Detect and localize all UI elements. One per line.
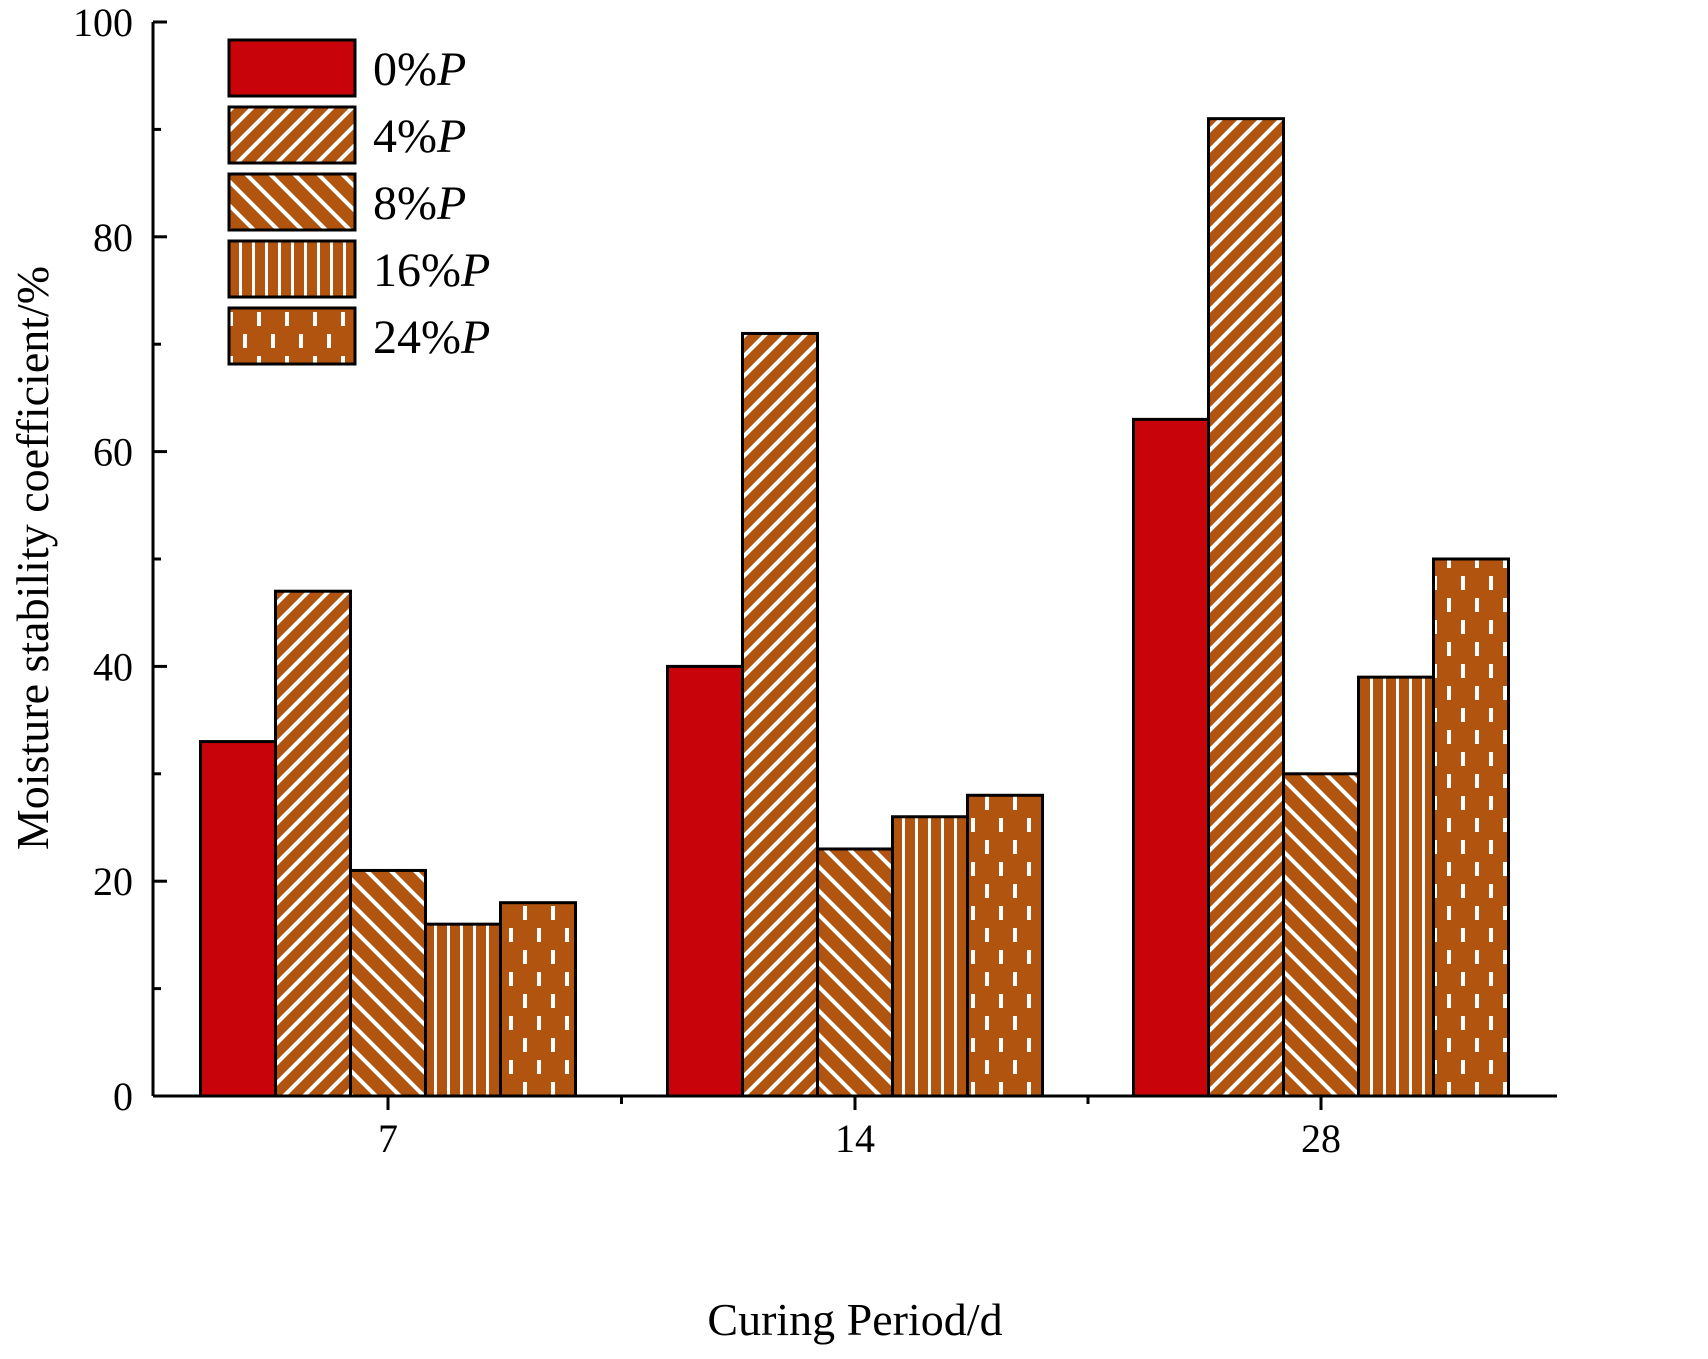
y-tick-label: 60 (93, 430, 133, 475)
x-tick-label: 7 (378, 1116, 398, 1161)
bar-0pct-28 (1132, 417, 1210, 1098)
bar-8pct-7 (349, 868, 427, 1098)
y-tick-label: 80 (93, 215, 133, 260)
legend-swatch-8pct (227, 172, 357, 232)
y-tick-label: 40 (93, 644, 133, 689)
axes: 0 20 40 60 80 100 7 14 28 (73, 0, 1557, 1161)
bar-4pct-28 (1207, 117, 1285, 1098)
bar-16pct-7 (424, 922, 502, 1098)
bar-24pct-28 (1432, 557, 1510, 1098)
bar-4pct-14 (741, 331, 819, 1098)
legend-swatch-0pct (227, 38, 357, 98)
y-tick-label: 20 (93, 859, 133, 904)
legend-label-8pct: 8%P (373, 177, 466, 230)
legend-swatch-24pct (227, 306, 357, 366)
plot-bars (199, 117, 1510, 1098)
legend-label-16pct: 16%P (373, 244, 490, 297)
legend: 0%P 4%P 8%P 16%P 24%P (227, 38, 490, 366)
bar-8pct-14 (816, 847, 894, 1098)
y-tick-label: 100 (73, 0, 133, 45)
bar-0pct-7 (199, 740, 277, 1098)
bar-4pct-7 (274, 589, 352, 1098)
bar-0pct-14 (666, 664, 744, 1098)
x-tick-label: 28 (1301, 1116, 1341, 1161)
bar-8pct-28 (1282, 772, 1360, 1098)
legend-swatch-4pct (227, 105, 357, 165)
bar-16pct-14 (891, 815, 969, 1098)
legend-label-24pct: 24%P (373, 311, 490, 364)
y-axis-title: Moisture stability coefficient/% (7, 266, 58, 850)
y-tick-label: 0 (113, 1074, 133, 1119)
y-ticks: 0 20 40 60 80 100 (73, 0, 167, 1119)
bar-16pct-28 (1357, 675, 1435, 1098)
bar-24pct-14 (966, 793, 1044, 1098)
x-axis-title: Curing Period/d (707, 1294, 1002, 1345)
legend-label-0pct: 0%P (373, 43, 466, 96)
legend-label-4pct: 4%P (373, 110, 466, 163)
legend-swatch-16pct (227, 239, 357, 299)
x-tick-label: 14 (835, 1116, 875, 1161)
bar-24pct-7 (499, 901, 577, 1098)
x-ticks: 7 14 28 (378, 1096, 1341, 1161)
